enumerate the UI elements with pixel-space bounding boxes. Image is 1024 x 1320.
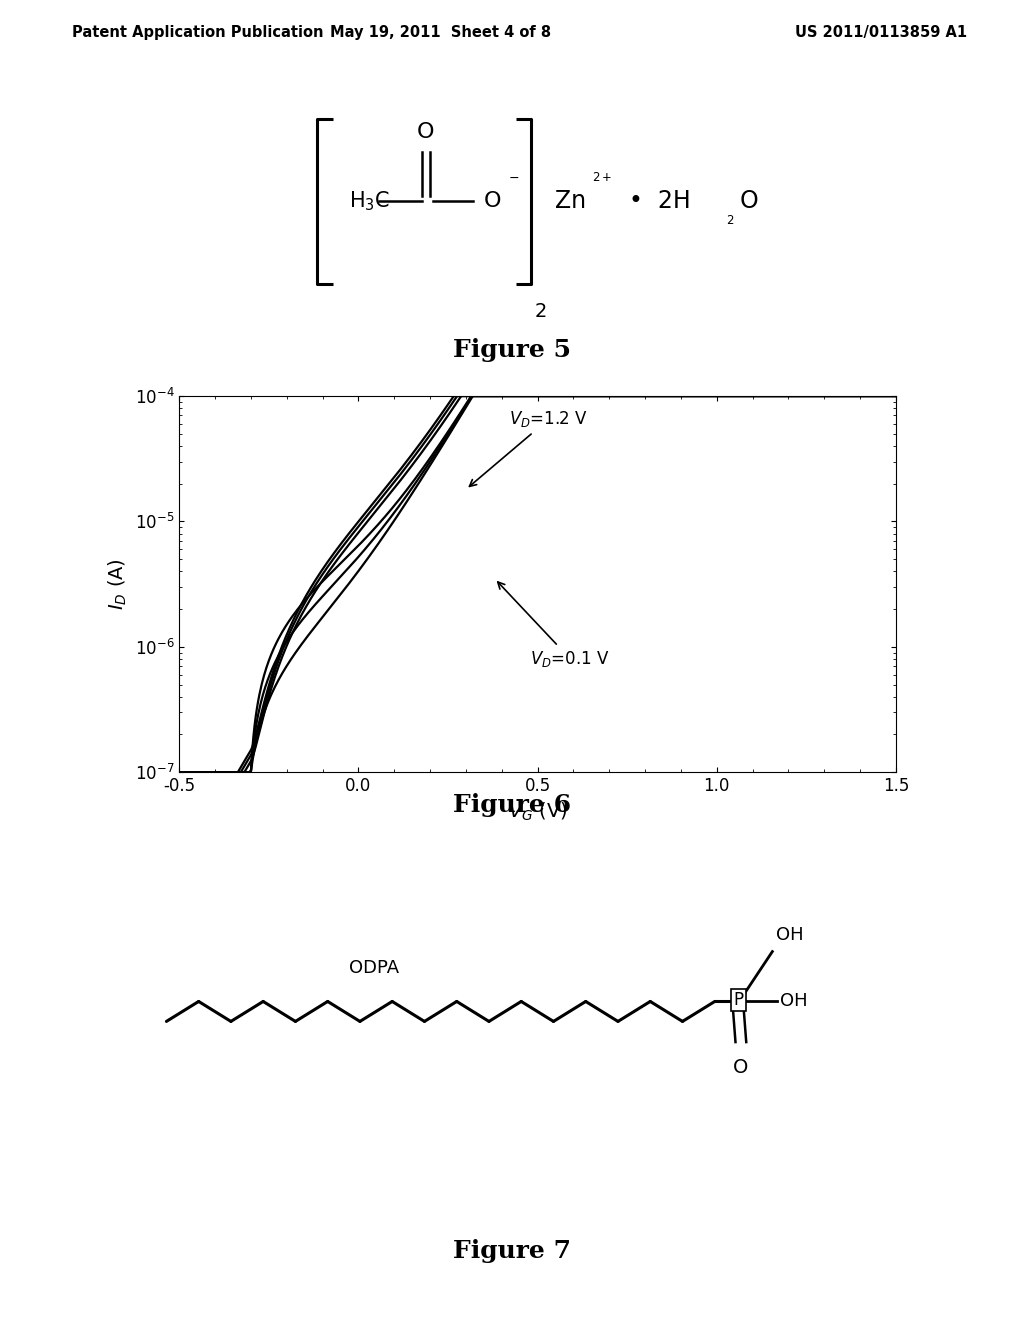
X-axis label: $V_G$ (V): $V_G$ (V): [508, 801, 567, 822]
Text: Patent Application Publication: Patent Application Publication: [72, 25, 324, 41]
Text: Figure 6: Figure 6: [453, 793, 571, 817]
Text: OH: OH: [776, 927, 804, 944]
Text: OH: OH: [780, 993, 808, 1010]
Text: $^-$: $^-$: [506, 174, 520, 193]
Text: US 2011/0113859 A1: US 2011/0113859 A1: [795, 25, 967, 41]
Y-axis label: $I_D$ (A): $I_D$ (A): [106, 558, 129, 610]
Text: Zn: Zn: [555, 189, 586, 214]
Text: $_2$: $_2$: [726, 209, 734, 227]
Text: •  2H: • 2H: [613, 189, 690, 214]
Text: O: O: [740, 189, 759, 214]
Text: May 19, 2011  Sheet 4 of 8: May 19, 2011 Sheet 4 of 8: [330, 25, 551, 41]
Text: $V_D$=1.2 V: $V_D$=1.2 V: [469, 409, 588, 486]
Text: ODPA: ODPA: [349, 958, 398, 977]
Text: O: O: [417, 121, 435, 143]
Text: O: O: [733, 1059, 749, 1077]
Text: Figure 5: Figure 5: [453, 338, 571, 362]
Text: O: O: [483, 191, 501, 211]
Text: 2: 2: [535, 302, 547, 321]
Text: $V_D$=0.1 V: $V_D$=0.1 V: [498, 582, 610, 669]
Text: H$_3$C: H$_3$C: [348, 190, 390, 213]
Text: $^{2+}$: $^{2+}$: [592, 173, 612, 190]
Text: Figure 7: Figure 7: [453, 1239, 571, 1263]
Text: P: P: [733, 991, 743, 1008]
